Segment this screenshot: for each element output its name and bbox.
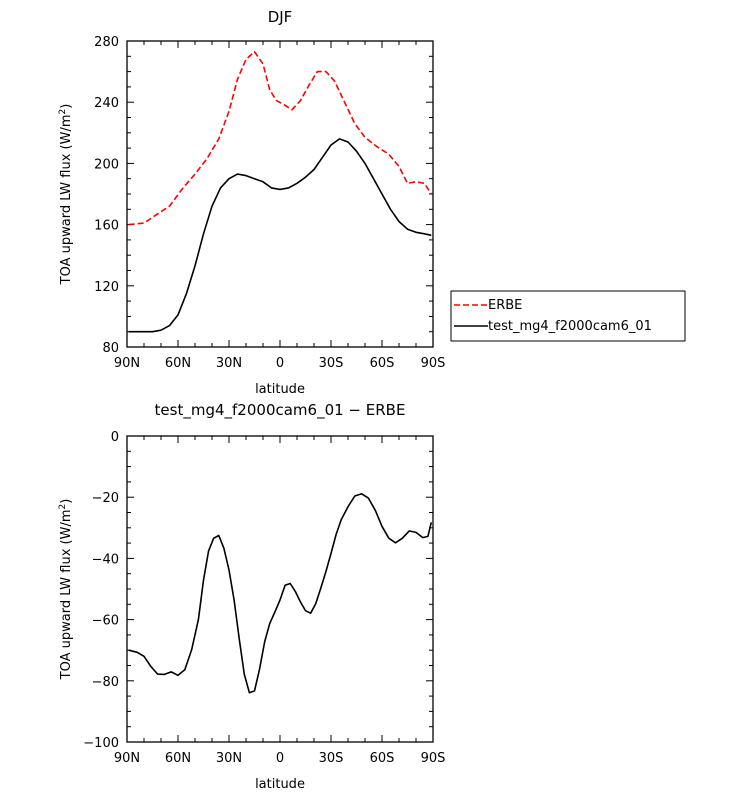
chart-bottom-plot-area: 90N 60N 30N 0 30S 60S 90S −100 −80 −60 −40 −20 0	[83, 430, 445, 766]
chart-top: DJF 90N 60N 30N 0 30S 60S 90S 80 120 160 200 240 280…	[58, 8, 686, 397]
x-tick-label: 30N	[216, 356, 242, 371]
y-tick-label: 280	[94, 35, 119, 50]
y-tick-label: 120	[94, 280, 119, 295]
y-tick-label: 240	[94, 96, 119, 111]
x-tick-label: 30S	[319, 751, 344, 766]
series-line-bottom-0	[128, 492, 433, 694]
x-tick-label: 60S	[370, 751, 395, 766]
legend-label-test: test_mg4_f2000cam6_01	[488, 319, 652, 334]
chart-bottom-xlabel: latitude	[255, 777, 305, 792]
y-tick-label: −40	[92, 552, 119, 567]
y-tick-label: −80	[92, 675, 119, 690]
legend-label-erbe: ERBE	[488, 298, 522, 313]
x-tick-label: 0	[276, 751, 284, 766]
series-line-top-1	[128, 138, 432, 333]
chart-bottom-title: test_mg4_f2000cam6_01 − ERBE	[155, 401, 406, 420]
chart-top-frame	[126, 40, 434, 348]
y-tick-label: −100	[83, 736, 119, 751]
x-tick-label: 60N	[165, 356, 191, 371]
chart-bottom-ylabel: TOA upward LW flux (W/m2)	[58, 499, 74, 681]
legend-box	[450, 290, 686, 342]
series-line-top-0	[128, 50, 432, 226]
x-tick-label: 0	[276, 356, 284, 371]
chart-top-xlabel: latitude	[255, 382, 305, 397]
x-tick-label: 30S	[319, 356, 344, 371]
chart-top-title: DJF	[268, 8, 293, 26]
x-tick-label: 90S	[421, 356, 446, 371]
x-tick-label: 60S	[370, 356, 395, 371]
x-tick-label: 90N	[114, 356, 140, 371]
x-tick-label: 60N	[165, 751, 191, 766]
chart-top-plot-area: 90N 60N 30N 0 30S 60S 90S 80 120 160 200 240 280	[94, 35, 445, 371]
chart-bottom-frame	[126, 435, 434, 743]
y-tick-label: 80	[102, 341, 119, 356]
y-tick-label: 160	[94, 219, 119, 234]
y-tick-label: −60	[92, 614, 119, 629]
chart-top-ylabel: TOA upward LW flux (W/m2)	[58, 104, 74, 286]
x-tick-label: 90N	[114, 751, 140, 766]
chart-top-legend: ERBE test_mg4_f2000cam6_01	[450, 290, 686, 342]
chart-bottom: test_mg4_f2000cam6_01 − ERBE 90N 60N 30N 0 3…	[58, 401, 445, 792]
x-tick-label: 90S	[421, 751, 446, 766]
y-tick-label: 200	[94, 157, 119, 172]
y-tick-label: 0	[111, 430, 119, 445]
y-tick-label: −20	[92, 491, 119, 506]
x-tick-label: 30N	[216, 751, 242, 766]
